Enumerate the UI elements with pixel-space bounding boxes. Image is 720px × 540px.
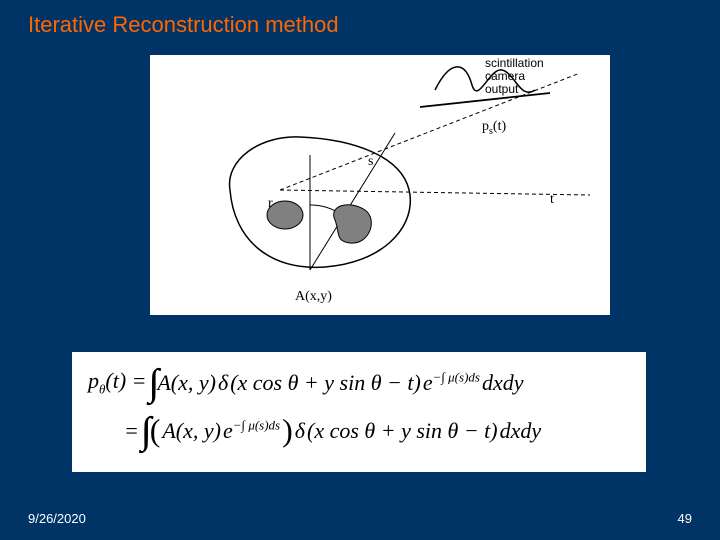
f2-delta: δ (295, 417, 305, 446)
diagram-panel: scintillation camera output ps(t) s t r … (150, 55, 610, 315)
f2-lparen: ( (150, 418, 161, 444)
phantom-boundary (230, 137, 411, 267)
formula-line-2: = ∫∫ ( A(x, y) e−∫ μ(s)ds ) δ (x cos θ +… (124, 412, 630, 450)
f1-exp: e−∫ μ(s)ds (423, 369, 480, 398)
formula-panel: pθ(t) = ∫∫ A(x, y) δ (x cos θ + y sin θ … (72, 352, 646, 472)
label-ps: ps(t) (482, 119, 506, 137)
blob-2 (334, 205, 372, 243)
footer-page-number: 49 (678, 511, 692, 526)
footer-date: 9/26/2020 (28, 511, 86, 526)
f2-A: A(x, y) (162, 417, 221, 446)
label-s: s (368, 154, 373, 169)
slide-title: Iterative Reconstruction method (28, 12, 339, 38)
label-A: A(x,y) (295, 289, 332, 304)
f1-delta-arg: (x cos θ + y sin θ − t) (230, 369, 421, 398)
label-scint-3: output (485, 82, 519, 96)
f2-delta-arg: (x cos θ + y sin θ − t) (307, 417, 498, 446)
f1-lhs: pθ(t) = (88, 367, 147, 398)
projection-axis-t (280, 190, 590, 195)
label-t: t (550, 192, 554, 207)
f1-A: A(x, y) (157, 369, 216, 398)
f2-eq: = (124, 417, 139, 446)
f2-rparen: ) (282, 418, 293, 444)
f1-delta: δ (218, 369, 228, 398)
label-r: r (268, 196, 273, 211)
formula-line-1: pθ(t) = ∫∫ A(x, y) δ (x cos θ + y sin θ … (88, 364, 630, 402)
f1-tail: dxdy (482, 369, 524, 398)
f2-exp: e−∫ μ(s)ds (223, 417, 280, 446)
diagram-svg: scintillation camera output ps(t) s t r … (150, 55, 610, 315)
projection-axis-upper (280, 73, 580, 190)
label-scint-2: camera (485, 69, 525, 83)
double-integral-1: ∫∫ (149, 364, 150, 402)
f2-tail: dxdy (500, 417, 542, 446)
label-scint-1: scintillation (485, 56, 544, 70)
s-axis (310, 133, 395, 270)
double-integral-2: ∫∫ (141, 412, 142, 450)
